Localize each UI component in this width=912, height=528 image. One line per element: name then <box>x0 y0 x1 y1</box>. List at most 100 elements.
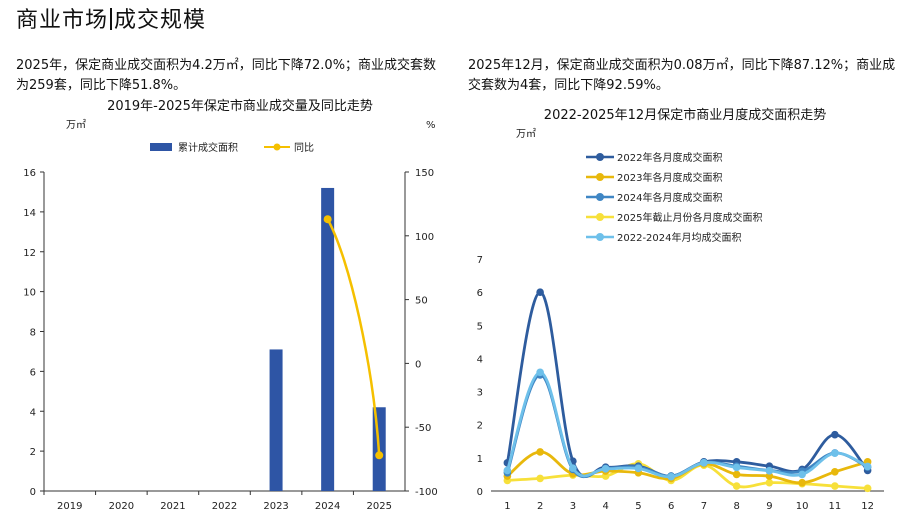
right-legend-marker-3 <box>596 213 604 221</box>
left-y-tick-label: 12 <box>23 248 36 259</box>
x-tick-label: 2022 <box>212 501 237 512</box>
right-legend-marker-0 <box>596 153 604 161</box>
right-legend-label-4: 2022-2024年月均成交面积 <box>617 231 742 244</box>
series-4-point-5 <box>634 464 643 473</box>
right-y-tick-label: 150 <box>415 168 434 179</box>
right-y-tick-label: 100 <box>415 232 434 243</box>
series-4-point-8 <box>732 463 741 472</box>
right-y-tick-label: 50 <box>415 296 428 307</box>
right-chart-y-tick-label: 4 <box>477 354 483 365</box>
x-tick-label: 2021 <box>160 501 185 512</box>
left-y-tick-label: 4 <box>30 407 36 418</box>
x-tick-label: 2019 <box>57 501 82 512</box>
right-chart-x-tick-label: 11 <box>829 501 842 512</box>
right-chart-y-tick-label: 5 <box>477 321 483 332</box>
series-4-point-6 <box>667 472 675 481</box>
x-tick-label: 2020 <box>109 501 134 512</box>
left-y-tick-label: 10 <box>23 288 36 299</box>
yoy-point-0 <box>323 215 332 224</box>
series-4-point-1 <box>503 466 512 475</box>
bar-2023 <box>269 349 283 491</box>
series-3-point-2 <box>536 474 544 483</box>
right-chart-x-tick-label: 3 <box>570 501 576 512</box>
series-1-point-11 <box>831 467 839 476</box>
right-legend-marker-2 <box>596 193 604 201</box>
series-1-point-2 <box>536 448 544 456</box>
right-chart-x-tick-label: 12 <box>861 501 874 512</box>
right-chart-x-tick-label: 9 <box>766 501 772 512</box>
right-chart-y-tick-label: 7 <box>477 255 483 266</box>
series-4-point-7 <box>700 459 708 467</box>
right-chart-x-tick-label: 1 <box>504 501 510 512</box>
series-4-point-2 <box>536 368 544 377</box>
left-y-tick-label: 8 <box>30 328 36 339</box>
series-4-point-3 <box>569 464 577 472</box>
right-chart-y-tick-label: 2 <box>477 421 483 432</box>
series-4-point-9 <box>765 466 774 475</box>
legend-swatch-bar <box>150 143 172 151</box>
right-chart-x-tick-label: 4 <box>602 501 608 512</box>
right-chart-x-tick-label: 8 <box>733 501 739 512</box>
series-4-point-4 <box>601 464 610 473</box>
page-title: 商业市场 成交规模 <box>16 6 206 36</box>
left-chart-right-unit: % <box>426 120 436 131</box>
right-chart-x-tick-label: 2 <box>537 501 543 512</box>
right-chart-title: 2022-2025年12月保定市商业月度成交面积走势 <box>543 108 827 123</box>
series-0-point-11 <box>831 430 839 439</box>
legend-label-bar: 累计成交面积 <box>178 141 238 154</box>
series-line-2 <box>506 373 869 479</box>
right-chart-y-tick-label: 3 <box>477 388 483 399</box>
yoy-line <box>326 218 381 456</box>
series-1-point-9 <box>765 472 774 480</box>
title-separator <box>110 8 113 30</box>
right-legend-marker-4 <box>596 233 604 241</box>
right-legend-marker-1 <box>596 173 604 181</box>
series-line-4 <box>506 370 869 479</box>
right-chart-x-tick-label: 7 <box>701 501 707 512</box>
series-4-point-10 <box>798 470 806 479</box>
right-y-tick-label: 0 <box>415 359 421 370</box>
left-chart-left-unit: 万㎡ <box>66 119 86 131</box>
right-chart-x-tick-label: 6 <box>668 501 674 512</box>
right-summary-text: 2025年12月，保定商业成交面积为0.08万㎡，同比下降87.12%；商业成交… <box>468 58 896 93</box>
series-line-0 <box>505 290 869 478</box>
legend-label-yoy: 同比 <box>294 142 314 154</box>
right-chart-y-tick-label: 6 <box>477 288 483 299</box>
series-3-point-8 <box>732 482 741 490</box>
left-chart-title: 2019年-2025年保定市商业成交量及同比走势 <box>107 99 373 114</box>
left-y-tick-label: 2 <box>30 447 36 458</box>
right-legend-label-1: 2023年各月度成交面积 <box>617 171 722 184</box>
right-chart-unit: 万㎡ <box>516 128 536 140</box>
left-summary-text: 2025年，保定商业成交面积为4.2万㎡，同比下降72.0%；商业成交套数为25… <box>16 58 437 93</box>
right-chart-y-tick-label: 0 <box>477 487 483 498</box>
right-y-tick-label: -100 <box>415 487 438 498</box>
right-chart-x-tick-label: 5 <box>635 501 641 512</box>
title-part2: 成交规模 <box>114 8 207 33</box>
series-4-point-12 <box>863 462 872 471</box>
series-3-point-11 <box>831 482 839 490</box>
series-4-point-11 <box>831 449 839 458</box>
yoy-point-1 <box>375 451 384 460</box>
left-y-tick-label: 6 <box>30 367 36 378</box>
x-tick-label: 2024 <box>315 501 340 512</box>
right-y-tick-label: -50 <box>415 423 431 434</box>
legend-marker-yoy <box>273 143 281 151</box>
right-legend-label-3: 2025年截止月份各月度成交面积 <box>617 211 762 224</box>
right-legend-label-2: 2024年各月度成交面积 <box>617 191 722 204</box>
right-legend-label-0: 2022年各月度成交面积 <box>617 151 722 164</box>
bar-2024 <box>321 187 335 491</box>
series-0-point-2 <box>536 288 544 296</box>
series-3-point-9 <box>765 478 774 487</box>
title-part1: 商业市场 <box>16 8 109 33</box>
left-y-tick-label: 16 <box>23 168 36 179</box>
series-1-point-10 <box>798 478 806 487</box>
series-3-point-12 <box>863 484 872 493</box>
left-y-tick-label: 0 <box>30 487 36 498</box>
right-chart-y-tick-label: 1 <box>477 454 483 465</box>
series-1-point-8 <box>732 470 741 479</box>
right-chart-x-tick-label: 10 <box>796 501 809 512</box>
x-tick-label: 2025 <box>366 501 391 512</box>
left-y-tick-label: 14 <box>23 208 36 219</box>
x-tick-label: 2023 <box>263 501 288 512</box>
